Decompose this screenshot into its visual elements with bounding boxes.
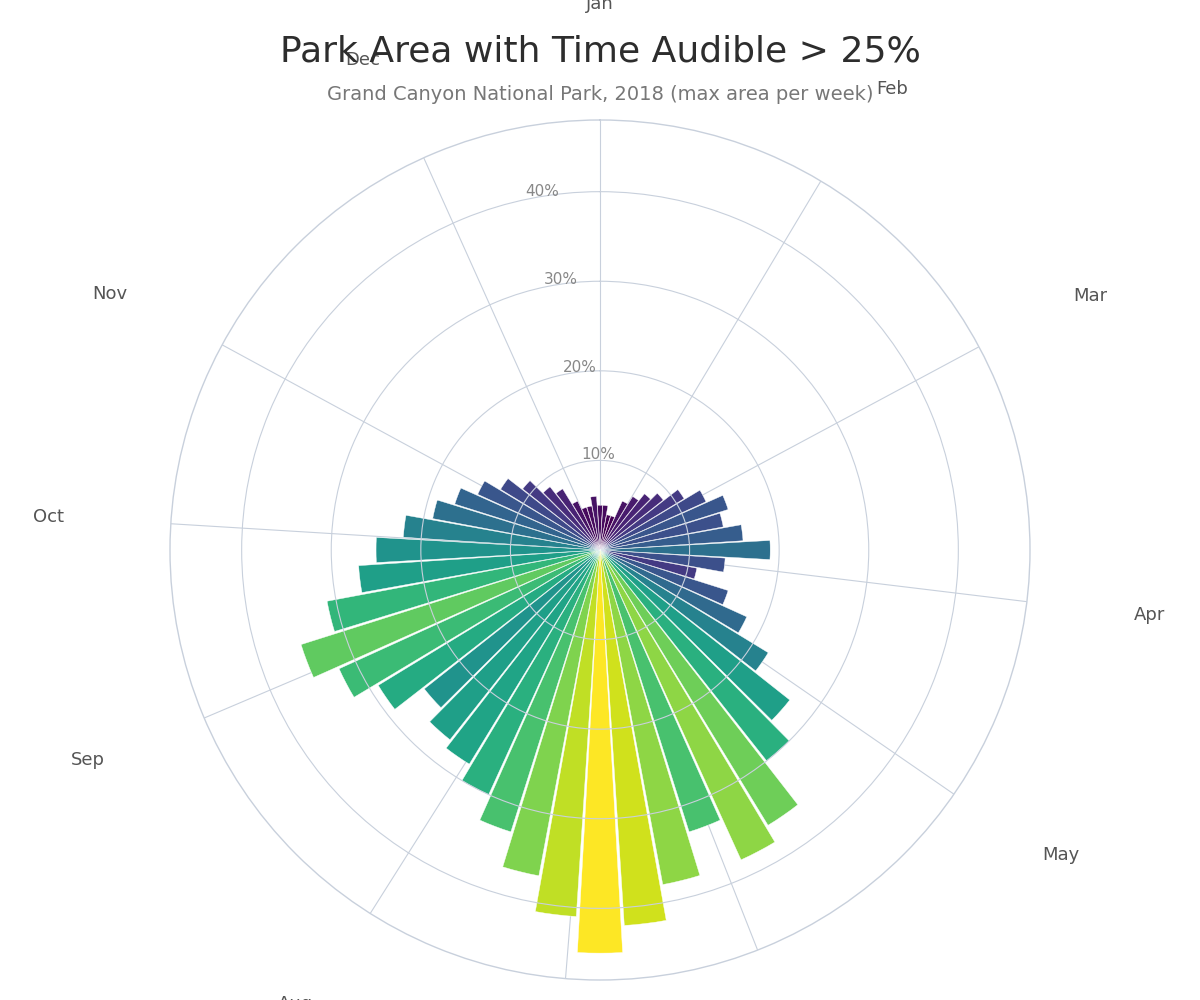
Bar [577, 550, 623, 953]
Bar [544, 487, 600, 550]
Bar [600, 550, 697, 579]
Bar [582, 507, 600, 550]
Bar [328, 550, 600, 631]
Bar [600, 490, 684, 550]
Bar [359, 550, 600, 593]
Text: Jan: Jan [586, 0, 614, 13]
Bar [600, 550, 798, 825]
Bar [600, 550, 725, 572]
Text: May: May [1043, 846, 1080, 864]
Bar [600, 550, 768, 671]
Bar [600, 550, 790, 761]
Bar [587, 506, 600, 550]
Text: Nov: Nov [92, 285, 127, 303]
Bar [376, 537, 600, 563]
Bar [600, 494, 650, 550]
Bar [446, 550, 600, 764]
Bar [480, 550, 600, 832]
Text: Mar: Mar [1074, 287, 1108, 305]
Text: Dec: Dec [344, 51, 379, 69]
Bar [598, 505, 602, 550]
Bar [556, 489, 600, 550]
Text: Oct: Oct [32, 508, 64, 526]
Bar [523, 481, 600, 550]
Bar [600, 550, 728, 605]
Bar [600, 550, 746, 633]
Bar [600, 550, 720, 832]
Bar [600, 501, 628, 550]
Bar [403, 515, 600, 550]
Bar [478, 481, 600, 550]
Text: Aug: Aug [277, 995, 313, 1000]
Bar [600, 516, 614, 550]
Bar [425, 550, 600, 708]
Bar [600, 490, 706, 550]
Bar [500, 479, 600, 550]
Bar [600, 550, 666, 925]
Bar [433, 500, 600, 550]
Bar [600, 496, 638, 550]
Text: Sep: Sep [71, 751, 106, 769]
Text: Feb: Feb [876, 80, 908, 98]
Bar [600, 493, 664, 550]
Bar [600, 550, 700, 885]
Bar [455, 488, 600, 550]
Bar [600, 513, 724, 550]
Bar [600, 495, 728, 550]
Bar [600, 550, 790, 720]
Bar [572, 501, 600, 550]
Bar [600, 515, 611, 550]
Text: Apr: Apr [1134, 606, 1165, 624]
Bar [378, 550, 600, 709]
Bar [430, 550, 600, 740]
Bar [340, 550, 600, 697]
Text: Grand Canyon National Park, 2018 (max area per week): Grand Canyon National Park, 2018 (max ar… [326, 85, 874, 104]
Bar [600, 505, 608, 550]
Bar [503, 550, 600, 876]
Bar [590, 496, 600, 550]
Bar [301, 550, 600, 677]
Text: Park Area with Time Audible > 25%: Park Area with Time Audible > 25% [280, 35, 920, 69]
Bar [600, 550, 775, 860]
Bar [535, 550, 600, 917]
Bar [462, 550, 600, 795]
Bar [600, 525, 743, 550]
Bar [600, 540, 770, 560]
